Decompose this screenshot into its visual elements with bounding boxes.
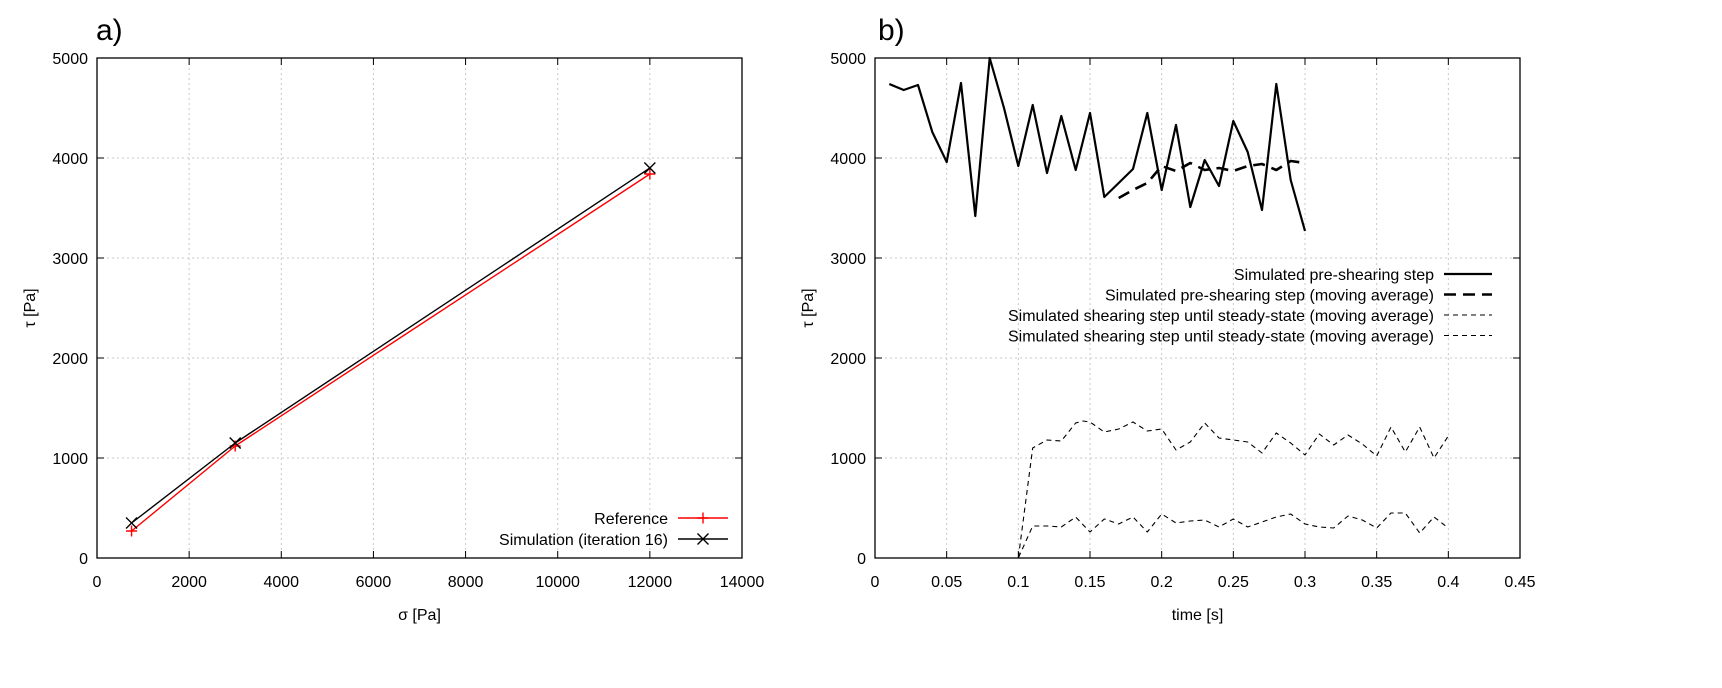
x-axis-label: time [s] — [1172, 607, 1224, 624]
x-tick-label: 12000 — [628, 574, 673, 591]
x-tick-label: 0.25 — [1218, 574, 1249, 591]
y-tick-label: 4000 — [830, 151, 866, 168]
x-tick-label: 0.35 — [1361, 574, 1392, 591]
x-tick-label: 0.3 — [1294, 574, 1316, 591]
data-point — [126, 525, 138, 537]
y-tick-label: 0 — [79, 551, 88, 568]
x-tick-label: 10000 — [535, 574, 580, 591]
legend-label: Simulated pre-shearing step (moving aver… — [1105, 288, 1434, 305]
x-tick-label: 6000 — [356, 574, 392, 591]
y-axis-label: τ [Pa] — [22, 288, 39, 327]
series-line — [875, 420, 1449, 559]
series-line — [131, 173, 651, 532]
data-point — [643, 162, 656, 174]
plot-frame — [96, 57, 743, 559]
x-tick-label: 0 — [93, 574, 102, 591]
x-tick-label: 2000 — [171, 574, 207, 591]
data-point — [125, 517, 138, 529]
x-tick-label: 4000 — [263, 574, 299, 591]
y-tick-label: 1000 — [830, 451, 866, 468]
chart-panel-a: 0 2000 4000 6000 8000 10000 12000 14000 0 1000 200… — [22, 51, 764, 624]
y-tick-label: 2000 — [52, 351, 88, 368]
x-tick-label: 0.45 — [1504, 574, 1535, 591]
x-tick-label: 0.2 — [1151, 574, 1173, 591]
x-tick-label: 8000 — [448, 574, 484, 591]
x-tick-label: 0.1 — [1007, 574, 1029, 591]
legend-label: Reference — [594, 511, 668, 528]
legend-label: Simulated shearing step until steady-sta… — [1008, 329, 1434, 346]
legend-marker — [697, 512, 709, 524]
series-line — [888, 56, 1307, 232]
legend: Simulated pre-shearing step Simulated pre… — [1008, 267, 1492, 346]
series-line — [1118, 159, 1306, 200]
x-tick-label: 0.4 — [1437, 574, 1459, 591]
series-line — [875, 512, 1449, 559]
y-tick-label: 0 — [857, 551, 866, 568]
y-tick-label: 5000 — [830, 51, 866, 68]
x-tick-label: 14000 — [720, 574, 765, 591]
series-line — [131, 167, 651, 524]
data-point — [229, 437, 242, 449]
x-axis-label: σ [Pa] — [398, 607, 441, 624]
x-tick-label: 0 — [871, 574, 880, 591]
x-tick-label: 0.05 — [931, 574, 962, 591]
y-tick-label: 5000 — [52, 51, 88, 68]
y-tick-label: 2000 — [830, 351, 866, 368]
legend-marker — [697, 533, 709, 545]
panel-b-label: b) — [878, 14, 905, 47]
legend-label: Simulation (iteration 16) — [499, 532, 668, 549]
y-tick-label: 4000 — [52, 151, 88, 168]
panel-a-label: a) — [96, 14, 123, 47]
x-tick-label: 0.15 — [1074, 574, 1105, 591]
y-tick-label: 3000 — [830, 251, 866, 268]
y-axis-label: τ [Pa] — [800, 288, 817, 327]
y-tick-label: 3000 — [52, 251, 88, 268]
legend-label: Simulated shearing step until steady-sta… — [1008, 308, 1434, 325]
plot-frame — [874, 57, 1521, 559]
chart-panel-b: 0 0.05 0.1 0.15 0.2 0.25 0.3 0.35 0.4 0.45 0 1000 20… — [800, 51, 1536, 624]
y-tick-label: 1000 — [52, 451, 88, 468]
legend-label: Simulated pre-shearing step — [1234, 267, 1434, 284]
legend: Reference Simulation (iteration 16) — [499, 511, 728, 549]
data-point — [644, 168, 656, 180]
